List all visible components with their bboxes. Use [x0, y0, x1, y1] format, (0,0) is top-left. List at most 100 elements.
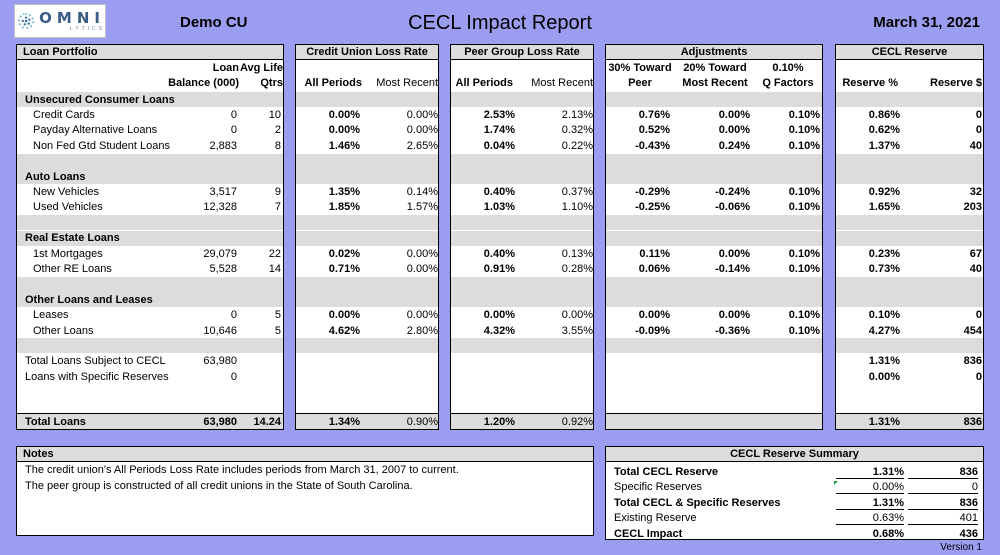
spacer-row: [836, 215, 983, 231]
cu-all-periods: 0.00%: [328, 309, 360, 322]
reserve-dol: 0: [975, 309, 982, 322]
table-row: -0.25% -0.06% 0.10%: [606, 200, 822, 215]
subtotal-label: Loans with Specific Reserves: [25, 370, 169, 383]
table-row: 0.86% 0: [836, 107, 983, 122]
adj-toward-peer: -0.25%: [635, 201, 670, 214]
table-row: 1.03% 1.10%: [451, 200, 593, 215]
adj-q-factors: 0.10%: [788, 201, 820, 214]
cu-all-periods: 0.02%: [328, 247, 360, 260]
spacer-row: [296, 215, 438, 231]
table-row: 0.00% 0.00%: [451, 308, 593, 323]
spacer-row: [836, 338, 983, 354]
reserve-pct: 0.23%: [868, 247, 900, 260]
table-row: 0.00% 0.00%: [296, 107, 438, 122]
cecl-reserve-header: CECL Reserve: [836, 45, 983, 60]
peer-most-recent: 1.10%: [561, 201, 593, 214]
avg-life: 2: [274, 124, 281, 137]
col-header-peer-recent: Most Recent: [531, 77, 593, 89]
subtotal-reserve-dol: 0: [975, 370, 982, 383]
cu-most-recent: 0.00%: [406, 108, 438, 121]
reserve-pct: 1.65%: [868, 201, 900, 214]
spacer-row: [606, 153, 822, 169]
summary-row: Total CECL Reserve 1.31% 836: [606, 464, 983, 479]
spacer-row: [296, 230, 438, 246]
reserve-dol: 40: [969, 139, 982, 152]
subtotal-reserve-pct: 1.31%: [868, 355, 900, 368]
table-row: 0.62% 0: [836, 123, 983, 138]
spacer-row: [606, 169, 822, 184]
cu-most-recent: 1.57%: [406, 201, 438, 214]
group-header-row: Other Loans and Leases: [17, 292, 283, 308]
avg-life: 22: [268, 247, 281, 260]
col-header-reserve-dol: Reserve $: [930, 77, 982, 89]
cu-all-periods: 4.62%: [328, 324, 360, 337]
loan-balance: 2,883: [209, 139, 237, 152]
reserve-dol: 454: [963, 324, 982, 337]
summary-label: Total CECL & Specific Reserves: [614, 496, 781, 509]
summary-pct: 1.31%: [836, 465, 904, 479]
peer-all-periods: 1.74%: [483, 124, 515, 137]
peer-most-recent: 0.32%: [561, 124, 593, 137]
loan-type-label: New Vehicles: [33, 185, 100, 198]
table-row: 4.32% 3.55%: [451, 323, 593, 338]
avg-life: 9: [274, 185, 281, 198]
summary-pct: 0.68%: [872, 527, 904, 540]
peer-all-periods: 0.40%: [483, 185, 515, 198]
table-row: 4.62% 2.80%: [296, 323, 438, 338]
adj-toward-peer: 0.52%: [638, 124, 670, 137]
peer-loss-rate-header: Peer Group Loss Rate: [451, 45, 593, 60]
note-line-1: The credit union's All Periods Loss Rate…: [25, 464, 459, 476]
table-row: 0.00% 0.00% 0.10%: [606, 308, 822, 323]
table-row: -0.09% -0.36% 0.10%: [606, 323, 822, 338]
peer-most-recent: 2.13%: [561, 108, 593, 121]
cu-most-recent: 0.00%: [406, 124, 438, 137]
summary-row: Specific Reserves 0.00% 0: [606, 480, 983, 495]
spacer-row: [296, 153, 438, 169]
peer-all-periods: 0.91%: [483, 262, 515, 275]
cu-all-periods: 1.46%: [328, 139, 360, 152]
logo-subtext: LYTICS: [69, 25, 105, 32]
cu-all-periods: 1.35%: [328, 185, 360, 198]
cu-all-periods: 0.00%: [328, 124, 360, 137]
cu-most-recent: 0.00%: [406, 247, 438, 260]
group-label: Unsecured Consumer Loans: [25, 93, 175, 106]
summary-row: Total CECL & Specific Reserves 1.31% 836: [606, 495, 983, 510]
summary-label: Total CECL Reserve: [614, 465, 719, 478]
spacer-row: [451, 153, 593, 169]
spacer-row: [606, 338, 822, 354]
loan-portfolio-panel: Loan Portfolio Loan Balance (000) Avg Lif…: [16, 44, 284, 430]
peer-loss-rate-panel: Peer Group Loss Rate All Periods Most Re…: [450, 44, 594, 430]
spacer-row: [17, 276, 283, 292]
summary-pct: 0.00%: [836, 480, 904, 494]
spacer-row: [17, 338, 283, 354]
adj-toward-recent: -0.14%: [715, 262, 750, 275]
cu-most-recent: 0.00%: [406, 262, 438, 275]
spacer-row: [606, 276, 822, 292]
table-row: Used Vehicles 12,328 7: [17, 200, 283, 215]
table-row: 4.27% 454: [836, 323, 983, 338]
peer-all-periods: 0.40%: [483, 247, 515, 260]
adj-toward-peer: 0.06%: [638, 262, 670, 275]
table-row: 0.40% 0.13%: [451, 246, 593, 261]
adj-toward-peer: 0.11%: [639, 247, 670, 260]
subtotal-row: Total Loans Subject to CECL 63,980: [17, 354, 283, 369]
table-row: 0.11% 0.00% 0.10%: [606, 246, 822, 261]
summary-label: Specific Reserves: [614, 481, 703, 493]
loan-type-label: 1st Mortgages: [33, 247, 103, 260]
adj-toward-peer: -0.43%: [635, 139, 670, 152]
spacer-row: [606, 230, 822, 246]
reserve-total-row: 1.31% 836: [836, 413, 983, 429]
subtotal-row: [606, 354, 822, 369]
reserve-dol: 40: [969, 262, 982, 275]
notes-header: Notes: [17, 447, 593, 462]
spacer-row: [17, 153, 283, 169]
avg-life: 5: [274, 309, 281, 322]
loan-type-label: Used Vehicles: [33, 201, 103, 214]
col-header-toward-recent: 20% Toward Most Recent: [682, 62, 748, 89]
cu-all-periods: 0.00%: [328, 108, 360, 121]
loan-balance: 0: [230, 108, 237, 121]
cecl-reserve-panel: CECL Reserve Reserve % Reserve $ 0.86% 0 0…: [835, 44, 984, 430]
adj-toward-recent: 0.00%: [718, 108, 750, 121]
loan-portfolio-header: Loan Portfolio: [17, 45, 283, 60]
col-header-loan-balance: Loan Balance (000): [168, 62, 239, 89]
